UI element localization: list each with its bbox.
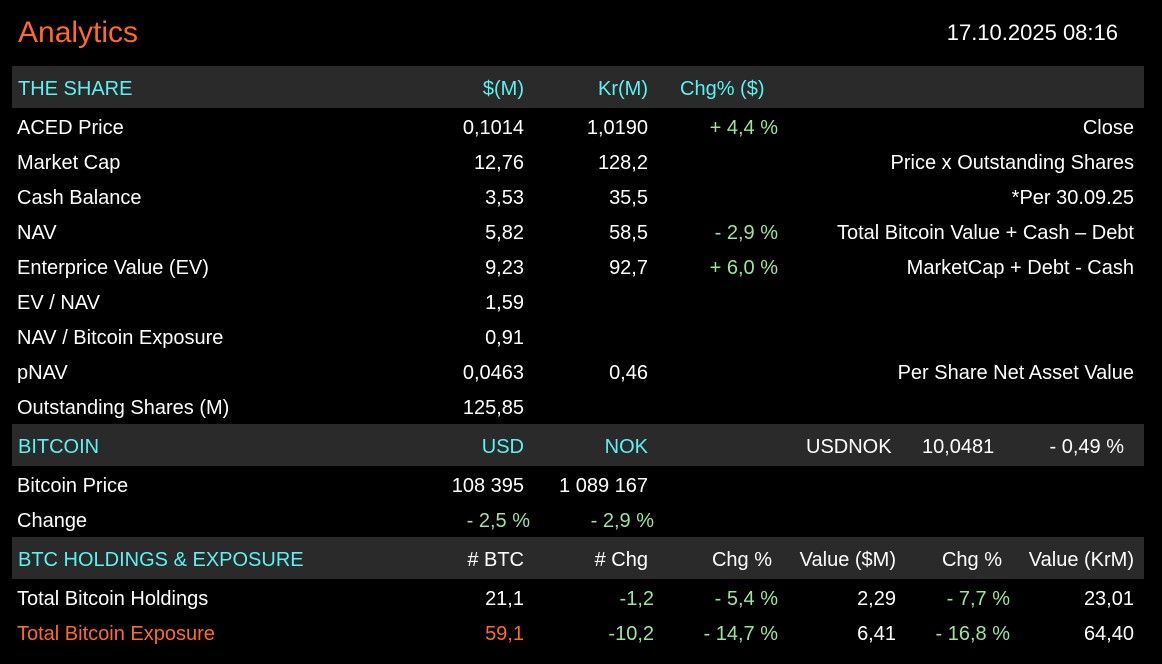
holdings-row-chg-pct2: - 16,8 % xyxy=(935,623,1010,645)
holdings-header-value-nok: Value (KrM) xyxy=(1028,549,1134,571)
share-row-usd: 125,85 xyxy=(462,397,524,419)
holdings-section-header xyxy=(12,537,1144,579)
share-row-nok: 128,2 xyxy=(597,152,648,174)
share-row-label: NAV xyxy=(17,222,57,244)
share-row-nok: 1,0190 xyxy=(586,117,648,139)
holdings-row-btc: 21,1 xyxy=(485,588,524,610)
holdings-row-chg-pct: - 5,4 % xyxy=(714,588,778,610)
share-row-label: Outstanding Shares (M) xyxy=(17,397,230,419)
share-header-usd: $(M) xyxy=(482,78,524,100)
usdnok-label: USDNOK xyxy=(806,436,892,458)
share-row-note: Total Bitcoin Value + Cash – Debt xyxy=(836,222,1134,244)
share-row-usd: 0,0463 xyxy=(462,362,524,384)
holdings-row-chg: -1,2 xyxy=(619,588,654,610)
share-row-usd: 5,82 xyxy=(485,222,524,244)
holdings-row-chg: -10,2 xyxy=(608,623,654,645)
share-row-usd: 0,1014 xyxy=(462,117,524,139)
bitcoin-change-label: Change xyxy=(17,510,88,532)
holdings-header-btc: # BTC xyxy=(467,549,524,571)
holdings-row-value-usd: 2,29 xyxy=(857,588,896,610)
share-row-label: ACED Price xyxy=(17,117,124,139)
bitcoin-price-nok: 1 089 167 xyxy=(559,475,648,497)
holdings-row-value-nok: 23,01 xyxy=(1083,588,1134,610)
holdings-row-label: Total Bitcoin Holdings xyxy=(17,588,209,610)
holdings-header-chg: # Chg xyxy=(594,549,648,571)
bitcoin-header-nok: NOK xyxy=(604,436,648,458)
share-section-header xyxy=(12,66,1144,108)
holdings-header-value-usd: Value ($M) xyxy=(799,549,896,571)
share-row-note: Price x Outstanding Shares xyxy=(890,152,1134,174)
usdnok-change: - 0,49 % xyxy=(1049,436,1124,458)
share-row-nok: 92,7 xyxy=(609,257,648,279)
share-row-label: Enterprice Value (EV) xyxy=(17,257,209,279)
share-row-usd: 9,23 xyxy=(485,257,524,279)
share-row-nok: 58,5 xyxy=(609,222,648,244)
share-row-chg: + 6,0 % xyxy=(709,257,778,279)
share-header-label: THE SHARE xyxy=(18,78,133,100)
share-row-chg: - 2,9 % xyxy=(714,222,778,244)
share-row-usd: 0,91 xyxy=(485,327,524,349)
holdings-row-label: Total Bitcoin Exposure xyxy=(17,623,215,645)
bitcoin-change-nok: - 2,9 % xyxy=(590,510,654,532)
share-row-usd: 3,53 xyxy=(485,187,524,209)
share-header-chg: Chg% ($) xyxy=(680,78,765,100)
holdings-row-chg-pct: - 14,7 % xyxy=(703,623,778,645)
holdings-header-chg-pct2: Chg % xyxy=(941,549,1002,571)
share-row-note: MarketCap + Debt - Cash xyxy=(906,257,1134,279)
share-row-label: Market Cap xyxy=(17,152,121,174)
share-row-label: pNAV xyxy=(17,362,68,384)
share-row-note: Close xyxy=(1082,117,1134,139)
holdings-row-chg-pct2: - 7,7 % xyxy=(946,588,1010,610)
holdings-row-value-nok: 64,40 xyxy=(1083,623,1134,645)
bitcoin-price-usd: 108 395 xyxy=(451,475,524,497)
timestamp: 17.10.2025 08:16 xyxy=(946,20,1118,45)
holdings-row-value-usd: 6,41 xyxy=(857,623,896,645)
bitcoin-price-label: Bitcoin Price xyxy=(17,475,129,497)
page-title: Analytics xyxy=(18,16,139,49)
share-row-label: Cash Balance xyxy=(17,187,142,209)
share-row-chg: + 4,4 % xyxy=(709,117,778,139)
bitcoin-change-usd: - 2,5 % xyxy=(466,510,530,532)
share-row-note: *Per 30.09.25 xyxy=(1011,187,1134,209)
bitcoin-header-usd: USD xyxy=(481,436,524,458)
usdnok-rate: 10,0481 xyxy=(922,436,995,458)
bitcoin-section-header xyxy=(12,424,1144,466)
holdings-header-label: BTC HOLDINGS & EXPOSURE xyxy=(18,549,304,571)
share-row-label: EV / NAV xyxy=(17,292,100,314)
share-row-nok: 0,46 xyxy=(609,362,648,384)
share-row-nok: 35,5 xyxy=(609,187,648,209)
holdings-header-chg-pct: Chg % xyxy=(711,549,772,571)
share-row-note: Per Share Net Asset Value xyxy=(897,362,1134,384)
share-row-usd: 1,59 xyxy=(485,292,524,314)
share-row-label: NAV / Bitcoin Exposure xyxy=(17,327,224,349)
share-header-nok: Kr(M) xyxy=(598,78,648,100)
bitcoin-header-label: BITCOIN xyxy=(18,436,100,458)
holdings-row-btc: 59,1 xyxy=(485,623,524,645)
share-row-usd: 12,76 xyxy=(473,152,524,174)
